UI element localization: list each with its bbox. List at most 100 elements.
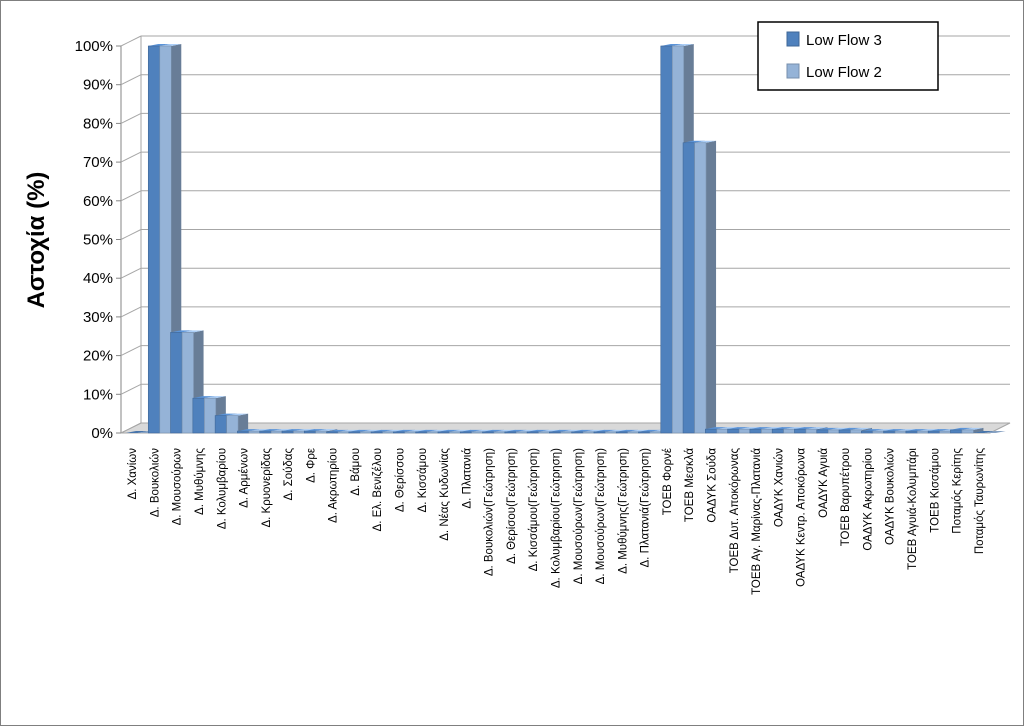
bar-low-flow-3 bbox=[571, 431, 584, 434]
bar-low-flow-3 bbox=[370, 431, 383, 434]
bar-low-flow-3 bbox=[838, 429, 851, 434]
bar-top bbox=[449, 429, 471, 432]
bar-top bbox=[905, 429, 928, 432]
bar-low-flow-3 bbox=[415, 431, 428, 434]
bar-low-flow-2 bbox=[738, 428, 751, 434]
bar-side bbox=[706, 140, 717, 433]
x-tick-label: Δ. Μυθύμνης(Γεώτρηση) bbox=[617, 448, 629, 574]
bar-top bbox=[248, 429, 271, 432]
bar-low-flow-2 bbox=[248, 430, 261, 434]
bar-low-flow-3 bbox=[861, 430, 874, 434]
bar-low-flow-3 bbox=[393, 431, 406, 434]
x-tick-label: ΟΑΔΥΚ Κεντρ. Αποκόρωνα bbox=[796, 448, 808, 587]
bar-top bbox=[527, 429, 549, 432]
bar-low-flow-2 bbox=[293, 430, 306, 434]
bar-low-flow-2 bbox=[649, 431, 662, 434]
legend-label: Low Flow 2 bbox=[806, 64, 882, 81]
y-tick-label: 60% bbox=[83, 193, 113, 210]
y-axis-label: Αστοχία (%) bbox=[23, 172, 50, 309]
x-tick-label: Δ. Μυθύμνης bbox=[194, 448, 206, 515]
x-tick-label: Δ. Ακρωτηρίου bbox=[328, 448, 340, 523]
gridline-depth bbox=[120, 35, 142, 47]
bar-low-flow-3 bbox=[638, 431, 651, 434]
bar-low-flow-3 bbox=[459, 431, 473, 434]
bar-low-flow-3 bbox=[504, 431, 517, 434]
bar-low-flow-2 bbox=[783, 428, 796, 434]
legend-swatch bbox=[786, 31, 800, 47]
x-tick-label: Δ. Ελ. Βενιζέλου bbox=[372, 448, 384, 531]
x-tick-label: Δ. Κισσάμου(Γεώτρηση) bbox=[528, 448, 540, 572]
x-tick-label: Δ. Κισσάμου bbox=[417, 448, 429, 512]
y-tick-label: 90% bbox=[83, 77, 113, 94]
bar-low-flow-3 bbox=[437, 431, 450, 434]
bar-top bbox=[304, 429, 326, 432]
bar-top bbox=[883, 429, 906, 432]
bar-low-flow-2 bbox=[761, 428, 774, 434]
x-tick-label: ΤΟΕΒ Βαρυπέτρου bbox=[840, 448, 852, 546]
legend-label: Low Flow 3 bbox=[806, 32, 882, 49]
bar-low-flow-2 bbox=[939, 430, 952, 434]
bar-low-flow-3 bbox=[526, 431, 539, 434]
bar-top bbox=[393, 429, 415, 432]
bar-low-flow-3 bbox=[749, 428, 762, 434]
bar-low-flow-2 bbox=[226, 415, 239, 434]
bar-top bbox=[683, 140, 705, 143]
x-tick-label: Δ. Σούδας bbox=[283, 448, 295, 501]
y-tick-label: 50% bbox=[83, 232, 113, 249]
x-tick-label: Δ. Βουκολιών bbox=[149, 448, 161, 517]
bar-low-flow-3 bbox=[794, 428, 807, 434]
bar-low-flow-3 bbox=[816, 429, 829, 434]
gridline-depth bbox=[120, 74, 142, 86]
x-tick-label: Δ. Μουσούρων(Γεώτρηση) bbox=[595, 448, 607, 584]
bar-top bbox=[839, 427, 861, 430]
bar-top bbox=[660, 44, 683, 46]
x-tick-label: Δ. Κολυμβαρίου(Γεώτρηση) bbox=[551, 448, 563, 588]
bar-top bbox=[192, 396, 215, 399]
x-tick-label: Δ. Βάμου bbox=[350, 448, 362, 496]
x-tick-label: ΤΟΕΒ Αγυιά-Κολυμπάρι bbox=[907, 448, 919, 570]
bar-low-flow-2 bbox=[382, 431, 395, 434]
bar-top bbox=[170, 330, 193, 333]
bar-top bbox=[437, 429, 460, 432]
gridline-depth bbox=[120, 267, 142, 279]
bar-low-flow-3 bbox=[883, 430, 896, 434]
bar-low-flow-3 bbox=[615, 431, 629, 434]
x-tick-label: Ποταμός Κερίτης bbox=[952, 448, 964, 534]
bar-low-flow-3 bbox=[727, 428, 740, 434]
bar-top bbox=[749, 427, 772, 430]
bar-top bbox=[950, 427, 972, 430]
bar-top bbox=[315, 429, 338, 432]
bar-low-flow-2 bbox=[426, 431, 439, 434]
x-tick-label: ΤΟΕΒ Μεσκλά bbox=[684, 448, 696, 522]
x-tick-label: ΤΟΕΒ Δυτ. Αποκόρωνας bbox=[729, 448, 741, 574]
x-tick-label: Δ. Πλατανιά(Γεώτρηση) bbox=[640, 448, 652, 568]
bar-top bbox=[259, 429, 282, 432]
bar-top bbox=[961, 427, 984, 430]
y-tick-label: 10% bbox=[83, 386, 113, 403]
bar-low-flow-2 bbox=[515, 431, 529, 434]
bar-top bbox=[828, 427, 850, 430]
x-tick-label: ΟΑΔΥΚ Ακρωτηρίου bbox=[862, 448, 874, 551]
bar-top bbox=[237, 429, 259, 432]
bar-top bbox=[159, 44, 182, 46]
bar-low-flow-3 bbox=[682, 142, 695, 434]
bar-low-flow-3 bbox=[214, 415, 227, 434]
x-tick-label: Δ. Κολυμβαρίου bbox=[216, 448, 228, 529]
bar-top bbox=[549, 429, 571, 432]
bar-low-flow-3 bbox=[192, 397, 205, 434]
bar-top bbox=[516, 429, 538, 432]
bar-top bbox=[371, 429, 393, 432]
bar-top bbox=[694, 140, 717, 143]
x-tick-label: ΤΟΕΒ Αγ. Μαρίνας-Πλατανιά bbox=[751, 448, 763, 595]
bar-top bbox=[850, 427, 873, 430]
bar-top bbox=[538, 429, 561, 432]
x-tick-label: Δ. Νέας Κυδωνίας bbox=[439, 448, 451, 541]
bar-low-flow-2 bbox=[671, 45, 685, 434]
x-tick-label: Ποταμός Ταυρωνίτης bbox=[974, 448, 986, 555]
bar-low-flow-2 bbox=[204, 397, 217, 434]
bar-top bbox=[148, 44, 170, 46]
bar-top bbox=[928, 429, 950, 432]
y-tick-label: 20% bbox=[83, 348, 113, 365]
bar-low-flow-2 bbox=[404, 431, 417, 434]
